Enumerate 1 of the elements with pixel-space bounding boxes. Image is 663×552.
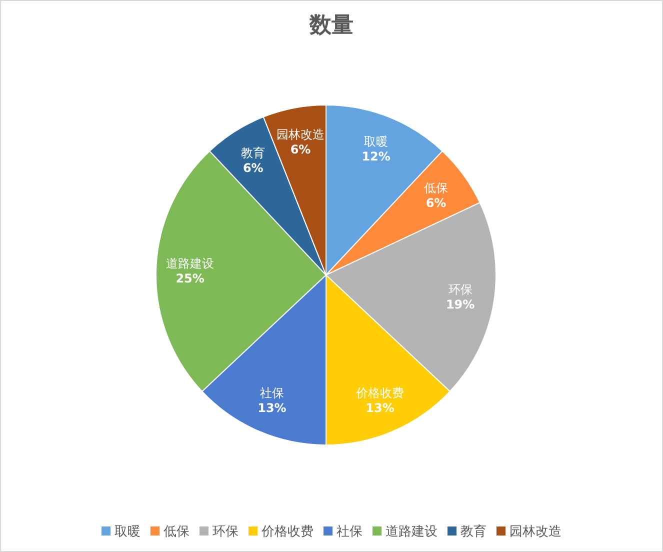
title: 数量 [310, 13, 354, 38]
